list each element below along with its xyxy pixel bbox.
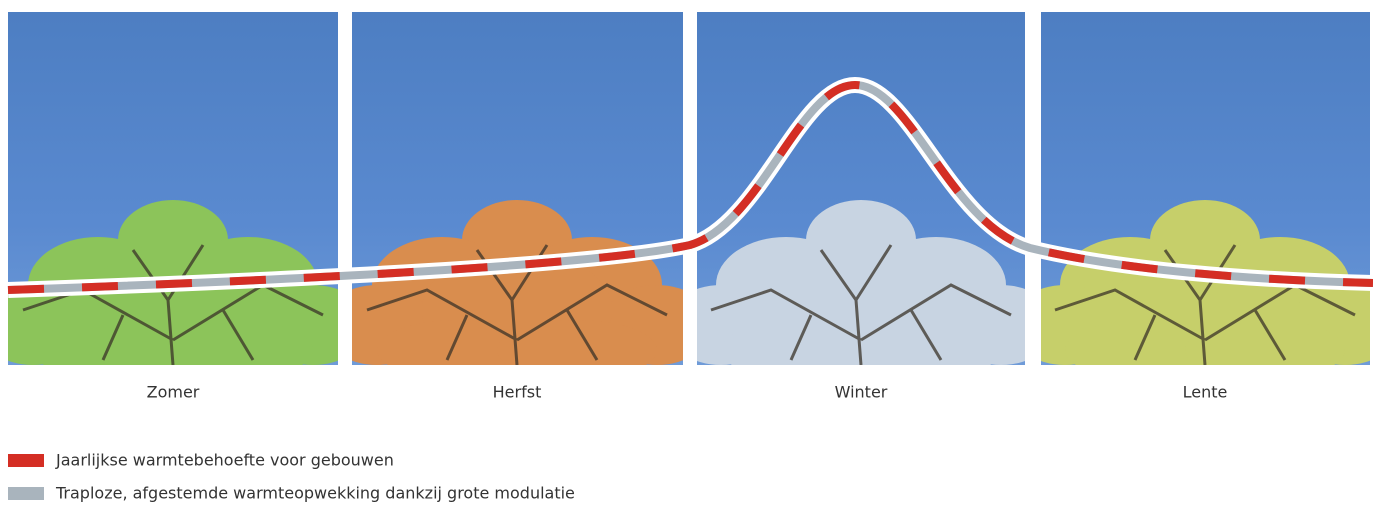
panel-label: Lente [1183,383,1228,402]
demand-curve [7,76,1373,298]
panel-autumn [352,12,683,365]
panel-summer [8,12,338,365]
panel-label: Zomer [147,383,200,402]
legend-label: Jaarlijkse warmtebehoefte voor gebouwen [55,451,394,470]
legend-label: Traploze, afgestemde warmteopwekking dan… [55,484,575,503]
panel-label: Herfst [493,383,542,402]
legend-swatch [8,454,44,467]
panel-winter [697,12,1025,365]
panel-spring [1041,12,1370,365]
panel-label: Winter [835,383,888,402]
legend-swatch [8,487,44,500]
